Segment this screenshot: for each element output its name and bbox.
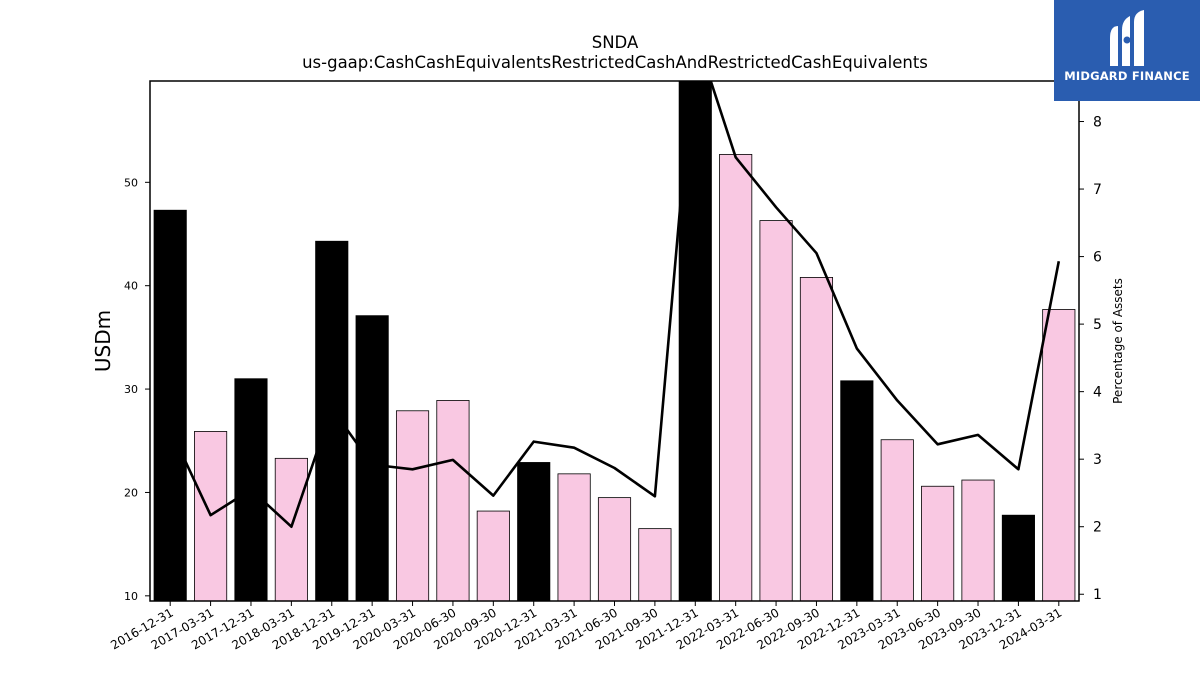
bar-2021-09-30: [638, 528, 672, 601]
bar-2023-03-31: [880, 439, 914, 601]
y-tick-label: 40: [124, 280, 138, 293]
bar-2020-12-31: [517, 462, 551, 601]
y2-axis-label: Percentage of Assets: [1111, 278, 1125, 404]
bar-2020-03-31: [395, 410, 430, 601]
line-layer: [169, 81, 1061, 529]
y2-tick-label: 4: [1093, 385, 1102, 401]
bar-2022-03-31: [719, 153, 753, 601]
percentage-line: [169, 81, 1061, 529]
y-tick-label: 30: [124, 383, 138, 396]
bar-2022-06-30: [759, 220, 793, 601]
y2-tick-label: 6: [1093, 250, 1102, 266]
bar-2024-03-31: [1042, 309, 1076, 601]
y-axis-left: 10 20 30 40 50: [124, 176, 150, 603]
midgard-finance-logo: MIDGARD FINANCE: [1054, 0, 1200, 101]
y-tick-label: 20: [124, 486, 138, 499]
y-tick-label: 10: [124, 590, 138, 603]
bar-2021-06-30: [597, 497, 632, 601]
y2-tick-label: 5: [1093, 317, 1102, 333]
bars-layer: [153, 81, 1076, 601]
bar-2019-12-31: [355, 315, 389, 601]
bar-2020-06-30: [436, 400, 470, 601]
bar-2016-12-31: [153, 209, 187, 601]
x-axis: 2016-12-312017-03-312017-12-312018-03-31…: [108, 601, 1064, 652]
y2-tick-label: 7: [1093, 182, 1102, 198]
logo-text: MIDGARD FINANCE: [1064, 69, 1190, 83]
logo-mark-icon: [1110, 10, 1144, 66]
bar-2023-12-31: [1001, 514, 1035, 601]
bar-2018-03-31: [274, 457, 308, 601]
y-axis-label: USDm: [91, 310, 115, 372]
y2-tick-label: 2: [1093, 520, 1102, 536]
bar-2023-06-30: [921, 485, 955, 601]
y-axis-right: 1 2 3 4 5 6 7 8: [1079, 115, 1102, 603]
bar-2018-12-31: [315, 240, 349, 601]
y2-tick-label: 3: [1093, 452, 1102, 468]
bar-2022-09-30: [799, 277, 834, 601]
y2-tick-label: 1: [1093, 587, 1102, 603]
y-tick-label: 50: [124, 176, 138, 189]
chart-title: SNDA: [592, 33, 639, 52]
chart-subtitle: us-gaap:CashCashEquivalentsRestrictedCas…: [302, 53, 928, 72]
bar-2020-09-30: [476, 510, 510, 601]
bar-2022-12-31: [840, 380, 874, 601]
bar-2023-09-30: [961, 479, 995, 601]
y2-tick-label: 8: [1093, 115, 1102, 131]
bar-2021-03-31: [557, 473, 591, 601]
